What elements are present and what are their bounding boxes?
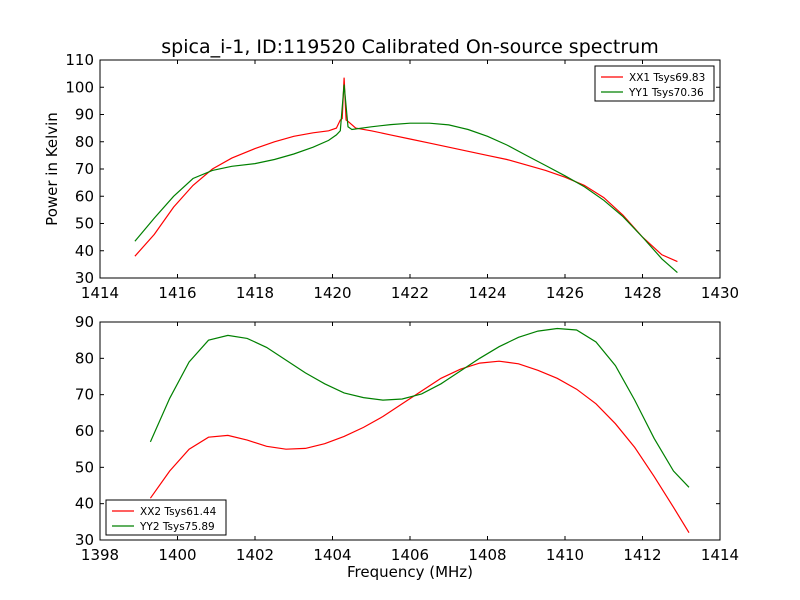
x-tick-label: 1414 — [701, 546, 739, 564]
y-tick-label: 80 — [75, 133, 94, 151]
y-tick-label: 90 — [75, 313, 94, 331]
x-tick-label: 1398 — [81, 546, 119, 564]
x-tick-label: 1430 — [701, 284, 739, 302]
y-tick-label: 50 — [75, 215, 94, 233]
x-tick-label: 1408 — [468, 546, 506, 564]
x-tick-label: 1428 — [623, 284, 661, 302]
x-tick-label: 1402 — [236, 546, 274, 564]
x-tick-label: 1418 — [236, 284, 274, 302]
legend: XX1 Tsys69.83 YY1 Tsys70.36 — [594, 65, 715, 102]
series-line-2 — [149, 327, 690, 488]
legend-label: YY2 Tsys75.89 — [139, 521, 215, 533]
legend: XX2 Tsys61.44 YY2 Tsys75.89 — [105, 499, 227, 536]
x-tick-label: 1406 — [391, 546, 429, 564]
y-tick-label: 110 — [65, 51, 94, 69]
y-tick-label: 40 — [75, 495, 94, 513]
y-tick-label: 90 — [75, 106, 94, 124]
x-tick-label: 1414 — [81, 284, 119, 302]
x-axis-label: Frequency (MHz) — [347, 563, 473, 581]
y-tick-label: 100 — [65, 78, 94, 96]
x-tick-label: 1420 — [313, 284, 351, 302]
legend-label: XX1 Tsys69.83 — [629, 72, 705, 84]
x-tick-label: 1412 — [623, 546, 661, 564]
y-tick-label: 30 — [75, 269, 94, 287]
legend-box — [594, 65, 715, 102]
y-tick-label: 70 — [75, 386, 94, 404]
legend-box — [105, 499, 227, 536]
y-tick-label: 30 — [75, 531, 94, 549]
x-tick-label: 1400 — [158, 546, 196, 564]
x-tick-label: 1404 — [313, 546, 351, 564]
y-tick-label: 40 — [75, 242, 94, 260]
y-tick-label: 80 — [75, 349, 94, 367]
chart-title: spica_i-1, ID:119520 Calibrated On-sourc… — [161, 36, 658, 58]
series-line-1 — [149, 360, 690, 534]
x-tick-label: 1422 — [391, 284, 429, 302]
x-tick-label: 1424 — [468, 284, 506, 302]
x-tick-label: 1416 — [158, 284, 196, 302]
legend-label: XX2 Tsys61.44 — [140, 506, 217, 518]
x-tick-label: 1426 — [546, 284, 584, 302]
series-line-2 — [134, 84, 678, 274]
y-tick-label: 70 — [75, 160, 94, 178]
top-panel: 1414 1416 1418 1420 1422 1424 1426 1428 1430 30 40… — [43, 51, 739, 302]
y-tick-label: 50 — [75, 458, 94, 476]
x-tick-label: 1410 — [546, 546, 584, 564]
y-tick-label: 60 — [75, 422, 94, 440]
legend-label: YY1 Tsys70.36 — [628, 87, 704, 99]
y-axis-label: Power in Kelvin — [43, 112, 61, 226]
y-tick-label: 60 — [75, 187, 94, 205]
bottom-panel: 1398 1400 1402 1404 1406 1408 1410 1412 1414 30 40… — [75, 313, 739, 581]
